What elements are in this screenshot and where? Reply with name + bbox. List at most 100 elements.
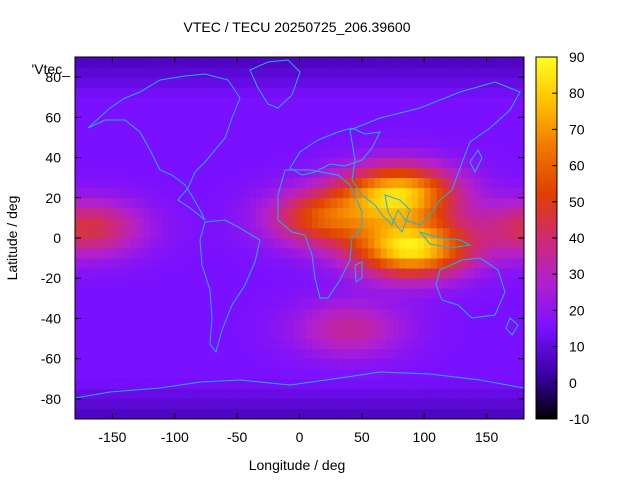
heat-cell (311, 398, 319, 410)
heat-cell (118, 318, 126, 329)
heat-cell (393, 127, 400, 138)
heat-cell (75, 328, 82, 339)
heat-cell (149, 157, 157, 169)
heat-cell (424, 358, 431, 370)
heat-cell (118, 187, 126, 199)
heat-cell (280, 227, 288, 239)
heat-cell (299, 227, 307, 239)
heat-cell (368, 398, 375, 410)
heat-cell (237, 338, 244, 350)
heat-cell (368, 77, 375, 88)
heat-cell (106, 197, 113, 209)
heat-cell (224, 117, 232, 128)
heat-cell (374, 117, 381, 128)
heat-cell (511, 177, 519, 189)
heat-cell (449, 197, 456, 209)
heat-cell (449, 217, 456, 229)
heat-cell (81, 268, 88, 279)
heat-cell (81, 207, 88, 219)
heat-cell (517, 177, 524, 189)
heat-cell (343, 398, 350, 410)
heat-cell (361, 238, 369, 249)
heat-cell (336, 67, 344, 78)
heat-cell (124, 77, 132, 88)
heat-cell (187, 268, 194, 279)
heat-cell (330, 227, 338, 239)
heat-cell (230, 358, 238, 370)
heat-cell (311, 378, 319, 390)
heat-cell (224, 107, 232, 118)
heat-cell (436, 87, 444, 98)
heat-cell (293, 408, 300, 419)
heat-cell (237, 318, 244, 329)
heat-cell (218, 67, 226, 78)
heat-cell (386, 288, 394, 299)
heat-cell (75, 298, 82, 309)
heat-cell (517, 358, 524, 370)
heat-cell (442, 238, 450, 249)
heat-cell (492, 57, 500, 68)
heat-cell (517, 318, 524, 329)
heat-cell (274, 157, 282, 169)
heat-cell (442, 298, 450, 309)
heat-cell (480, 298, 487, 309)
heat-cell (280, 127, 288, 138)
heat-cell (249, 197, 257, 209)
heat-cell (268, 408, 275, 419)
heat-cell (187, 197, 194, 209)
heat-cell (368, 328, 375, 339)
heat-cell (212, 107, 219, 118)
heat-cell (380, 117, 388, 128)
heat-cell (112, 348, 120, 360)
heat-cell (255, 388, 263, 400)
heat-cell (386, 298, 394, 309)
heat-cell (311, 227, 319, 239)
heat-cell (224, 338, 232, 350)
heat-cell (75, 318, 82, 329)
heat-cell (455, 278, 463, 289)
heat-cell (386, 318, 394, 329)
heat-cell (424, 248, 431, 259)
heat-cell (343, 57, 350, 68)
heat-cell (118, 117, 126, 128)
heat-cell (75, 187, 82, 199)
heat-cell (249, 278, 257, 289)
heat-cell (255, 207, 263, 219)
heat-cell (499, 388, 506, 400)
heat-cell (262, 117, 269, 128)
heat-cell (305, 238, 313, 249)
heat-cell (411, 67, 419, 78)
heat-cell (162, 298, 169, 309)
coast-indonesia (418, 231, 472, 249)
heat-cell (442, 97, 450, 108)
heat-cell (75, 77, 82, 88)
heat-cell (137, 378, 144, 390)
heat-cell (393, 167, 400, 179)
heat-cell (81, 77, 88, 88)
heat-cell (399, 358, 406, 370)
heat-cell (467, 268, 475, 279)
heat-cell (449, 238, 456, 249)
heat-cell (243, 328, 251, 339)
heat-cell (106, 127, 113, 138)
heat-cell (287, 77, 294, 88)
heat-cell (492, 137, 500, 148)
heat-cell (318, 308, 325, 319)
heat-cell (218, 288, 226, 299)
heat-cell (87, 348, 95, 360)
heat-cell (230, 147, 238, 158)
heat-cell (162, 408, 169, 419)
heat-cell (181, 368, 188, 380)
heat-cell (505, 378, 512, 390)
heat-cell (449, 107, 456, 118)
heat-cell (380, 217, 388, 229)
heat-cell (149, 318, 157, 329)
heat-cell (461, 187, 469, 199)
heat-cell (218, 157, 226, 169)
heat-cell (393, 177, 400, 189)
heat-cell (124, 157, 132, 169)
heat-cell (230, 197, 238, 209)
heat-cell (393, 187, 400, 199)
heat-cell (187, 77, 194, 88)
heat-cell (442, 197, 450, 209)
